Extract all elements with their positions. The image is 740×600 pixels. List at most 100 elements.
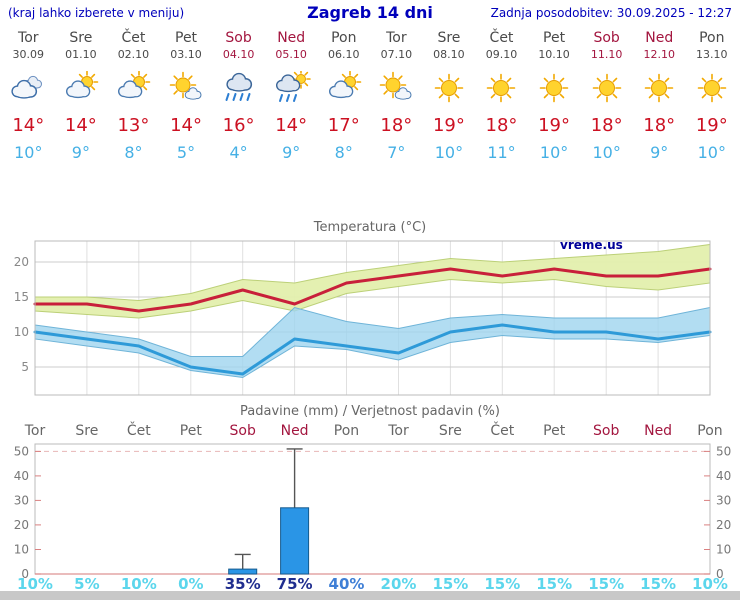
precip-day-label: Čet bbox=[490, 421, 514, 439]
day-name: Sre bbox=[69, 30, 93, 46]
precip-probability: 0% bbox=[178, 575, 203, 592]
temp-max: 19° bbox=[432, 115, 465, 136]
precip-plot-area bbox=[34, 443, 711, 575]
day-column[interactable]: Tor 07.10 18° 7° bbox=[370, 30, 423, 162]
precip-y-tick-left: 10 bbox=[14, 543, 29, 557]
temp-min: 4° bbox=[229, 143, 248, 162]
precip-day-label: Sre bbox=[75, 423, 98, 439]
temp-max: 18° bbox=[590, 115, 623, 136]
watermark: vreme.us bbox=[560, 238, 623, 252]
rain-icon-part bbox=[225, 93, 251, 101]
sun-icon-part bbox=[539, 73, 569, 103]
temp-max: 14° bbox=[12, 115, 45, 136]
day-column[interactable]: Čet 09.10 18° 11° bbox=[475, 30, 528, 162]
precip-y-tick-left: 0 bbox=[21, 567, 29, 581]
precip-y-tick-right: 50 bbox=[716, 444, 731, 458]
temperature-chart: Temperatura (°C) 5 10 15 20 vreme.us bbox=[14, 220, 712, 396]
horizontal-scrollbar[interactable] bbox=[0, 591, 740, 600]
precip-probability: 15% bbox=[484, 575, 520, 592]
day-date: 12.10 bbox=[643, 48, 675, 61]
day-name: Pon bbox=[699, 30, 725, 46]
precip-chart-title: Padavine (mm) / Verjetnost padavin (%) bbox=[240, 404, 500, 419]
precip-day-label: Tor bbox=[24, 423, 46, 439]
day-date: 30.09 bbox=[12, 48, 45, 61]
precip-probability: 75% bbox=[277, 575, 313, 592]
day-name: Pet bbox=[543, 30, 566, 46]
cloudy-icon bbox=[11, 75, 43, 99]
temp-max: 19° bbox=[538, 115, 571, 136]
temp-min-line bbox=[33, 323, 712, 376]
sun-icon-part bbox=[644, 73, 674, 103]
precip-probability: 10% bbox=[17, 575, 53, 592]
day-column[interactable]: Pon 13.10 19° 10° bbox=[686, 30, 739, 162]
day-date: 04.10 bbox=[222, 48, 255, 61]
temp-min: 8° bbox=[124, 143, 143, 162]
temp-min: 7° bbox=[387, 143, 406, 162]
precip-probability: 15% bbox=[640, 575, 676, 592]
temp-y-tick-label: 15 bbox=[14, 290, 29, 304]
day-date: 05.10 bbox=[275, 48, 307, 61]
temp-min: 10° bbox=[14, 143, 43, 162]
day-column[interactable]: Pet 03.10 14° 5° bbox=[160, 30, 213, 162]
day-column[interactable]: Čet 02.10 13° 8° bbox=[107, 30, 160, 162]
temp-max: 14° bbox=[170, 115, 202, 136]
temp-max: 18° bbox=[643, 115, 676, 136]
day-column[interactable]: Pet 10.10 19° 10° bbox=[528, 30, 581, 162]
temp-y-tick-label: 5 bbox=[21, 360, 29, 374]
sunny-icon bbox=[592, 73, 621, 103]
precip-probability: 40% bbox=[329, 575, 365, 592]
mostly-sunny-icon bbox=[169, 71, 202, 100]
day-date: 10.10 bbox=[538, 48, 570, 61]
precip-y-tick-right: 10 bbox=[716, 543, 731, 557]
day-column[interactable]: Sre 01.10 14° 9° bbox=[55, 30, 108, 162]
day-name: Pon bbox=[331, 30, 357, 46]
precip-probability: 15% bbox=[588, 575, 624, 592]
temp-max: 18° bbox=[485, 115, 518, 136]
day-column[interactable]: Ned 05.10 14° 9° bbox=[265, 30, 318, 162]
precip-day-label: Sob bbox=[593, 423, 619, 439]
location-menu-note: (kraj lahko izberete v meniju) bbox=[8, 6, 185, 20]
temp-y-tick-label: 20 bbox=[14, 255, 29, 269]
day-date: 09.10 bbox=[485, 48, 518, 61]
sun-icon-part bbox=[434, 73, 464, 103]
day-name: Sob bbox=[593, 30, 620, 46]
precip-probability: 20% bbox=[381, 575, 417, 592]
day-name: Tor bbox=[386, 30, 407, 46]
forecast-strip: Tor 30.09 14° 10° Sre 01.10 14° 9° Čet 02.10 13° 8°… bbox=[2, 30, 738, 162]
precip-day-label: Ned bbox=[644, 423, 672, 439]
temp-max: 17° bbox=[327, 115, 360, 136]
precip-day-label: Pet bbox=[180, 423, 203, 439]
day-column[interactable]: Ned 12.10 18° 9° bbox=[633, 30, 686, 162]
day-name: Pet bbox=[175, 30, 198, 46]
day-column[interactable]: Sre 08.10 19° 10° bbox=[423, 30, 476, 162]
precip-probability: 15% bbox=[432, 575, 468, 592]
precip-day-label: Sre bbox=[439, 423, 462, 439]
day-name: Ned bbox=[645, 30, 674, 46]
day-column[interactable]: Sob 04.10 16° 4° bbox=[212, 30, 265, 162]
temp-min: 9° bbox=[71, 143, 90, 162]
day-column[interactable]: Sob 11.10 18° 10° bbox=[580, 30, 633, 162]
precip-bar bbox=[280, 507, 310, 575]
sun-icon-part bbox=[487, 73, 516, 103]
temp-chart-title: Temperatura (°C) bbox=[313, 220, 426, 235]
partly-icon bbox=[65, 70, 99, 99]
day-column[interactable]: Tor 30.09 14° 10° bbox=[2, 30, 55, 162]
day-name: Čet bbox=[489, 30, 514, 46]
day-name: Tor bbox=[18, 30, 39, 46]
temp-max: 19° bbox=[695, 115, 728, 136]
partly-icon bbox=[328, 70, 362, 99]
temp-min: 10° bbox=[539, 143, 569, 162]
day-name: Ned bbox=[277, 30, 306, 46]
precip-day-label: Sob bbox=[230, 423, 256, 439]
temp-min: 9° bbox=[650, 143, 669, 162]
precipitation-chart: Padavine (mm) / Verjetnost padavin (%) To… bbox=[14, 404, 732, 592]
precip-probability: 5% bbox=[74, 575, 99, 592]
temp-max: 18° bbox=[380, 115, 413, 136]
partly-icon bbox=[118, 70, 151, 99]
temp-min: 10° bbox=[592, 143, 621, 162]
precip-y-tick-right: 0 bbox=[716, 567, 724, 581]
cloud-icon-part bbox=[184, 87, 202, 100]
day-date: 13.10 bbox=[696, 48, 728, 61]
day-date: 03.10 bbox=[170, 48, 202, 61]
day-column[interactable]: Pon 06.10 17° 8° bbox=[317, 30, 370, 162]
